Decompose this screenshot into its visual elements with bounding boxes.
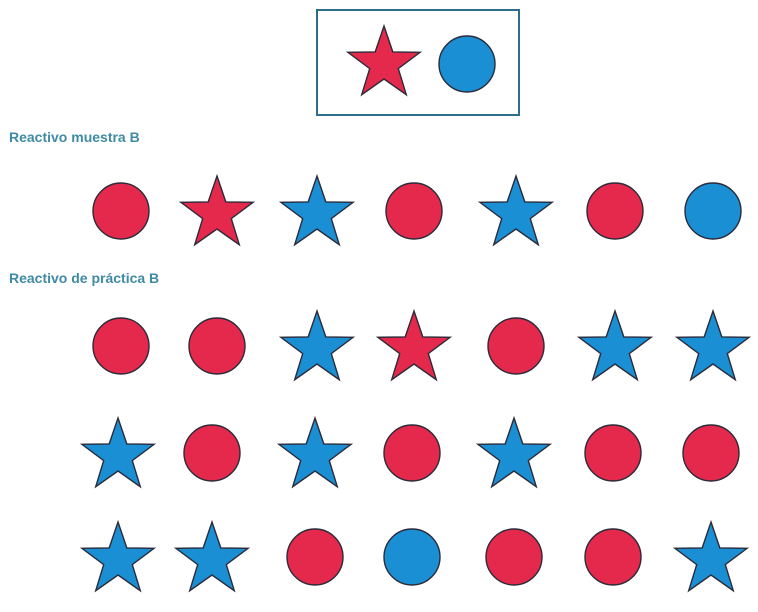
practice-star-blue-icon xyxy=(576,308,654,382)
practice-circle-red-icon xyxy=(92,317,150,375)
practice-star-blue-icon xyxy=(276,415,354,489)
practice-item-label: Reactivo de práctica B xyxy=(9,270,160,286)
practice-star-blue-icon xyxy=(79,519,157,593)
practice-circle-red-icon xyxy=(487,317,545,375)
practice-circle-red-icon xyxy=(383,424,441,482)
practice-star-blue-icon xyxy=(475,415,553,489)
practice-circle-red-icon xyxy=(183,424,241,482)
sample-star-blue-icon xyxy=(278,173,356,247)
practice-circle-red-icon xyxy=(584,528,642,586)
sample-star-blue-icon xyxy=(477,173,555,247)
practice-star-blue-icon xyxy=(278,308,356,382)
practice-star-red-icon xyxy=(375,308,453,382)
sample-item-label: Reactivo muestra B xyxy=(9,129,140,145)
sample-circle-red-icon xyxy=(92,182,150,240)
practice-circle-red-icon xyxy=(188,317,246,375)
practice-star-blue-icon xyxy=(674,308,752,382)
practice-circle-red-icon xyxy=(584,424,642,482)
practice-star-blue-icon xyxy=(79,415,157,489)
practice-circle-red-icon xyxy=(286,528,344,586)
sample-circle-red-icon xyxy=(385,182,443,240)
sample-star-red-icon xyxy=(178,173,256,247)
practice-circle-red-icon xyxy=(485,528,543,586)
key-star-red-icon xyxy=(345,23,423,97)
practice-circle-blue-icon xyxy=(383,528,441,586)
sample-circle-red-icon xyxy=(586,182,644,240)
key-box xyxy=(316,9,520,116)
sample-circle-blue-icon xyxy=(684,182,742,240)
practice-star-blue-icon xyxy=(173,519,251,593)
practice-circle-red-icon xyxy=(682,424,740,482)
key-circle-blue-icon xyxy=(438,35,496,93)
practice-star-blue-icon xyxy=(672,519,750,593)
